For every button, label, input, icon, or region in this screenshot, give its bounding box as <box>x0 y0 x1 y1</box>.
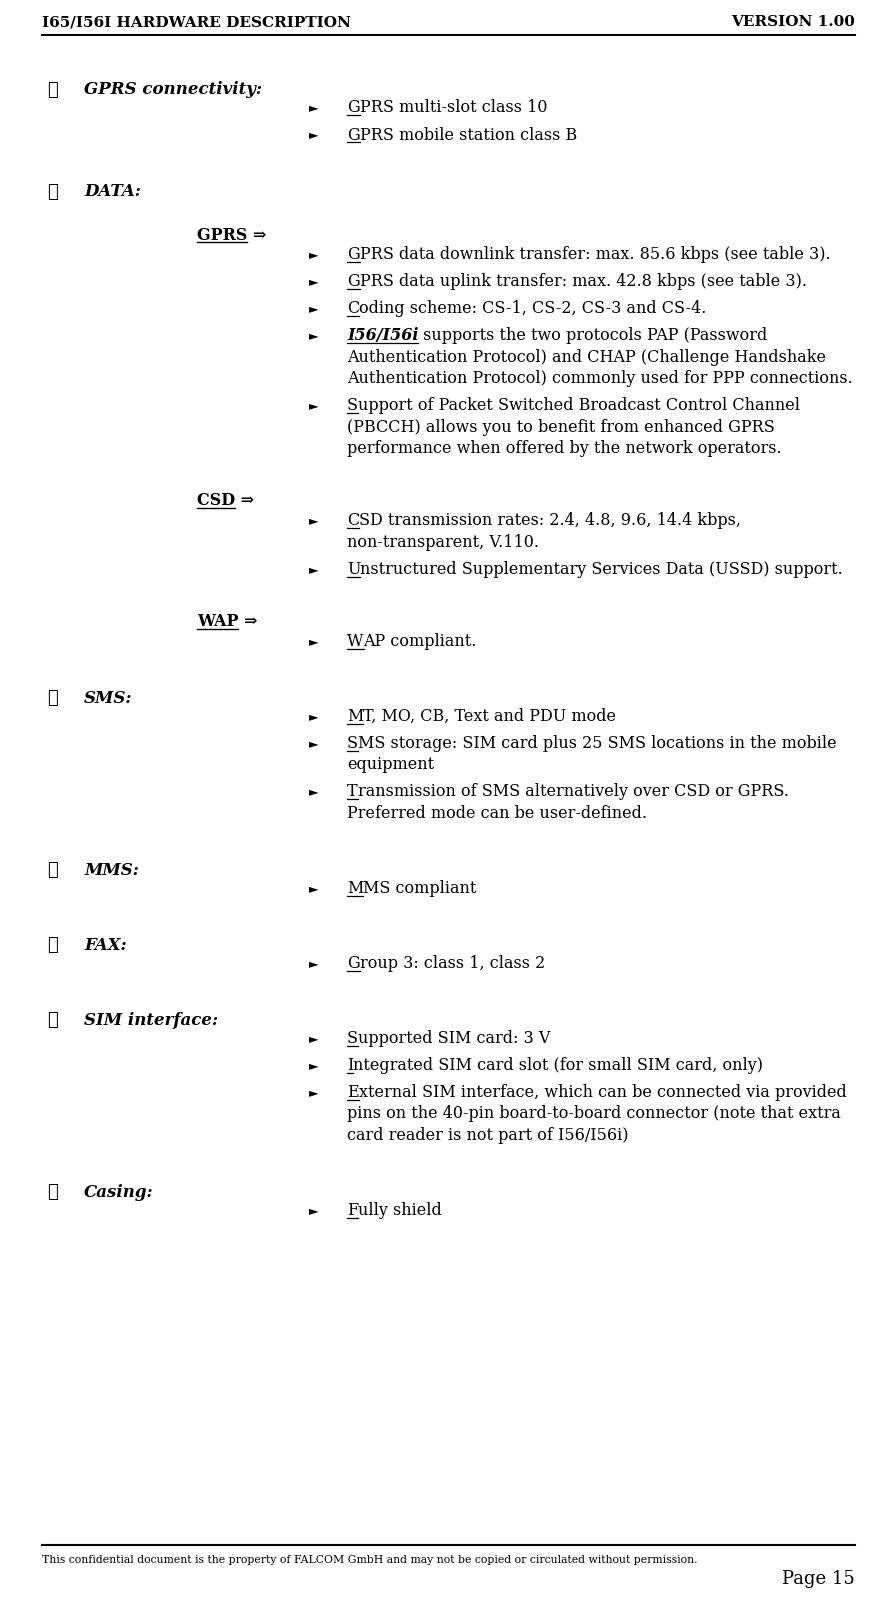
Text: ►: ► <box>310 514 318 527</box>
Text: ►: ► <box>310 399 318 412</box>
Text: C: C <box>347 300 359 318</box>
Text: pins on the 40-pin board-to-board connector (note that extra: pins on the 40-pin board-to-board connec… <box>347 1105 841 1123</box>
Text: ❖: ❖ <box>46 184 57 201</box>
Text: ❖: ❖ <box>46 1183 57 1201</box>
Text: ►: ► <box>310 102 318 115</box>
Text: ❖: ❖ <box>46 861 57 880</box>
Text: ►: ► <box>310 302 318 316</box>
Text: E: E <box>347 1084 359 1100</box>
Text: ►: ► <box>310 711 318 723</box>
Text: ►: ► <box>310 786 318 798</box>
Text: S: S <box>347 735 358 752</box>
Text: PRS multi-slot class 10: PRS multi-slot class 10 <box>359 99 548 117</box>
Text: ❖: ❖ <box>46 936 57 955</box>
Text: G: G <box>347 273 359 291</box>
Text: Casing:: Casing: <box>84 1183 153 1201</box>
Text: DATA:: DATA: <box>84 184 141 201</box>
Text: ►: ► <box>310 1032 318 1044</box>
Text: ►: ► <box>310 957 318 969</box>
Text: performance when offered by the network operators.: performance when offered by the network … <box>347 441 781 457</box>
Text: AP compliant.: AP compliant. <box>364 632 477 650</box>
Text: G: G <box>347 99 359 117</box>
Text: non-transparent, V.110.: non-transparent, V.110. <box>347 533 539 551</box>
Text: W: W <box>347 632 364 650</box>
Text: C: C <box>347 513 359 530</box>
Text: GPRS ⇒: GPRS ⇒ <box>197 227 267 243</box>
Text: upported SIM card: 3 V: upported SIM card: 3 V <box>358 1030 550 1048</box>
Text: upport of Packet Switched Broadcast Control Channel: upport of Packet Switched Broadcast Cont… <box>358 398 800 415</box>
Text: ❖: ❖ <box>46 81 57 99</box>
Text: nstructured Supplementary Services Data (USSD) support.: nstructured Supplementary Services Data … <box>360 561 843 578</box>
Text: FAX:: FAX: <box>84 937 127 953</box>
Text: ►: ► <box>310 1204 318 1217</box>
Text: ntegrated SIM card slot (for small SIM card, only): ntegrated SIM card slot (for small SIM c… <box>353 1057 764 1075</box>
Text: Authentication Protocol) and CHAP (Challenge Handshake: Authentication Protocol) and CHAP (Chall… <box>347 350 826 366</box>
Text: S: S <box>347 398 358 415</box>
Text: GPRS connectivity:: GPRS connectivity: <box>84 81 262 99</box>
Text: equipment: equipment <box>347 757 434 773</box>
Text: Preferred mode can be user-defined.: Preferred mode can be user-defined. <box>347 805 647 822</box>
Text: U: U <box>347 561 360 578</box>
Text: ully shield: ully shield <box>358 1203 442 1219</box>
Text: M: M <box>347 707 363 725</box>
Text: ►: ► <box>310 249 318 262</box>
Text: roup 3: class 1, class 2: roup 3: class 1, class 2 <box>359 955 545 973</box>
Text: ►: ► <box>310 1086 318 1099</box>
Text: Authentication Protocol) commonly used for PPP connections.: Authentication Protocol) commonly used f… <box>347 371 853 388</box>
Text: supports the two protocols PAP (Password: supports the two protocols PAP (Password <box>418 327 768 345</box>
Text: PRS data downlink transfer: max. 85.6 kbps (see table 3).: PRS data downlink transfer: max. 85.6 kb… <box>359 246 830 264</box>
Text: I65/I56I HARDWARE DESCRIPTION: I65/I56I HARDWARE DESCRIPTION <box>42 14 351 29</box>
Text: ►: ► <box>310 882 318 894</box>
Text: SMS:: SMS: <box>84 690 133 707</box>
Text: CSD ⇒: CSD ⇒ <box>197 492 254 509</box>
Text: xternal SIM interface, which can be connected via provided: xternal SIM interface, which can be conn… <box>359 1084 847 1100</box>
Text: G: G <box>347 955 359 973</box>
Text: ❖: ❖ <box>46 1011 57 1030</box>
Text: I56/I56i: I56/I56i <box>347 327 418 345</box>
Text: MS compliant: MS compliant <box>363 880 476 898</box>
Text: This confidential document is the property of FALCOM GmbH and may not be copied : This confidential document is the proper… <box>42 1555 698 1565</box>
Text: T, MO, CB, Text and PDU mode: T, MO, CB, Text and PDU mode <box>363 707 616 725</box>
Text: SIM interface:: SIM interface: <box>84 1012 219 1028</box>
Text: F: F <box>347 1203 358 1219</box>
Text: (PBCCH) allows you to benefit from enhanced GPRS: (PBCCH) allows you to benefit from enhan… <box>347 418 775 436</box>
Text: MMS:: MMS: <box>84 862 139 878</box>
Text: ►: ► <box>310 1059 318 1072</box>
Text: Page 15: Page 15 <box>782 1570 855 1587</box>
Text: M: M <box>347 880 363 898</box>
Text: ❖: ❖ <box>46 690 57 707</box>
Text: G: G <box>347 126 359 144</box>
Text: S: S <box>347 1030 358 1048</box>
Text: ransmission of SMS alternatively over CSD or GPRS.: ransmission of SMS alternatively over CS… <box>358 784 789 800</box>
Text: SD transmission rates: 2.4, 4.8, 9.6, 14.4 kbps,: SD transmission rates: 2.4, 4.8, 9.6, 14… <box>359 513 741 530</box>
Text: I: I <box>347 1057 353 1075</box>
Text: ►: ► <box>310 564 318 577</box>
Text: MS storage: SIM card plus 25 SMS locations in the mobile: MS storage: SIM card plus 25 SMS locatio… <box>358 735 837 752</box>
Text: ►: ► <box>310 329 318 342</box>
Text: VERSION 1.00: VERSION 1.00 <box>731 14 855 29</box>
Text: ►: ► <box>310 736 318 751</box>
Text: ►: ► <box>310 276 318 289</box>
Text: ►: ► <box>310 128 318 142</box>
Text: oding scheme: CS-1, CS-2, CS-3 and CS-4.: oding scheme: CS-1, CS-2, CS-3 and CS-4. <box>359 300 706 318</box>
Text: card reader is not part of I56/I56i): card reader is not part of I56/I56i) <box>347 1127 629 1143</box>
Text: WAP ⇒: WAP ⇒ <box>197 613 258 629</box>
Text: ►: ► <box>310 636 318 648</box>
Text: PRS data uplink transfer: max. 42.8 kbps (see table 3).: PRS data uplink transfer: max. 42.8 kbps… <box>359 273 806 291</box>
Text: G: G <box>347 246 359 264</box>
Text: T: T <box>347 784 358 800</box>
Text: PRS mobile station class B: PRS mobile station class B <box>359 126 577 144</box>
